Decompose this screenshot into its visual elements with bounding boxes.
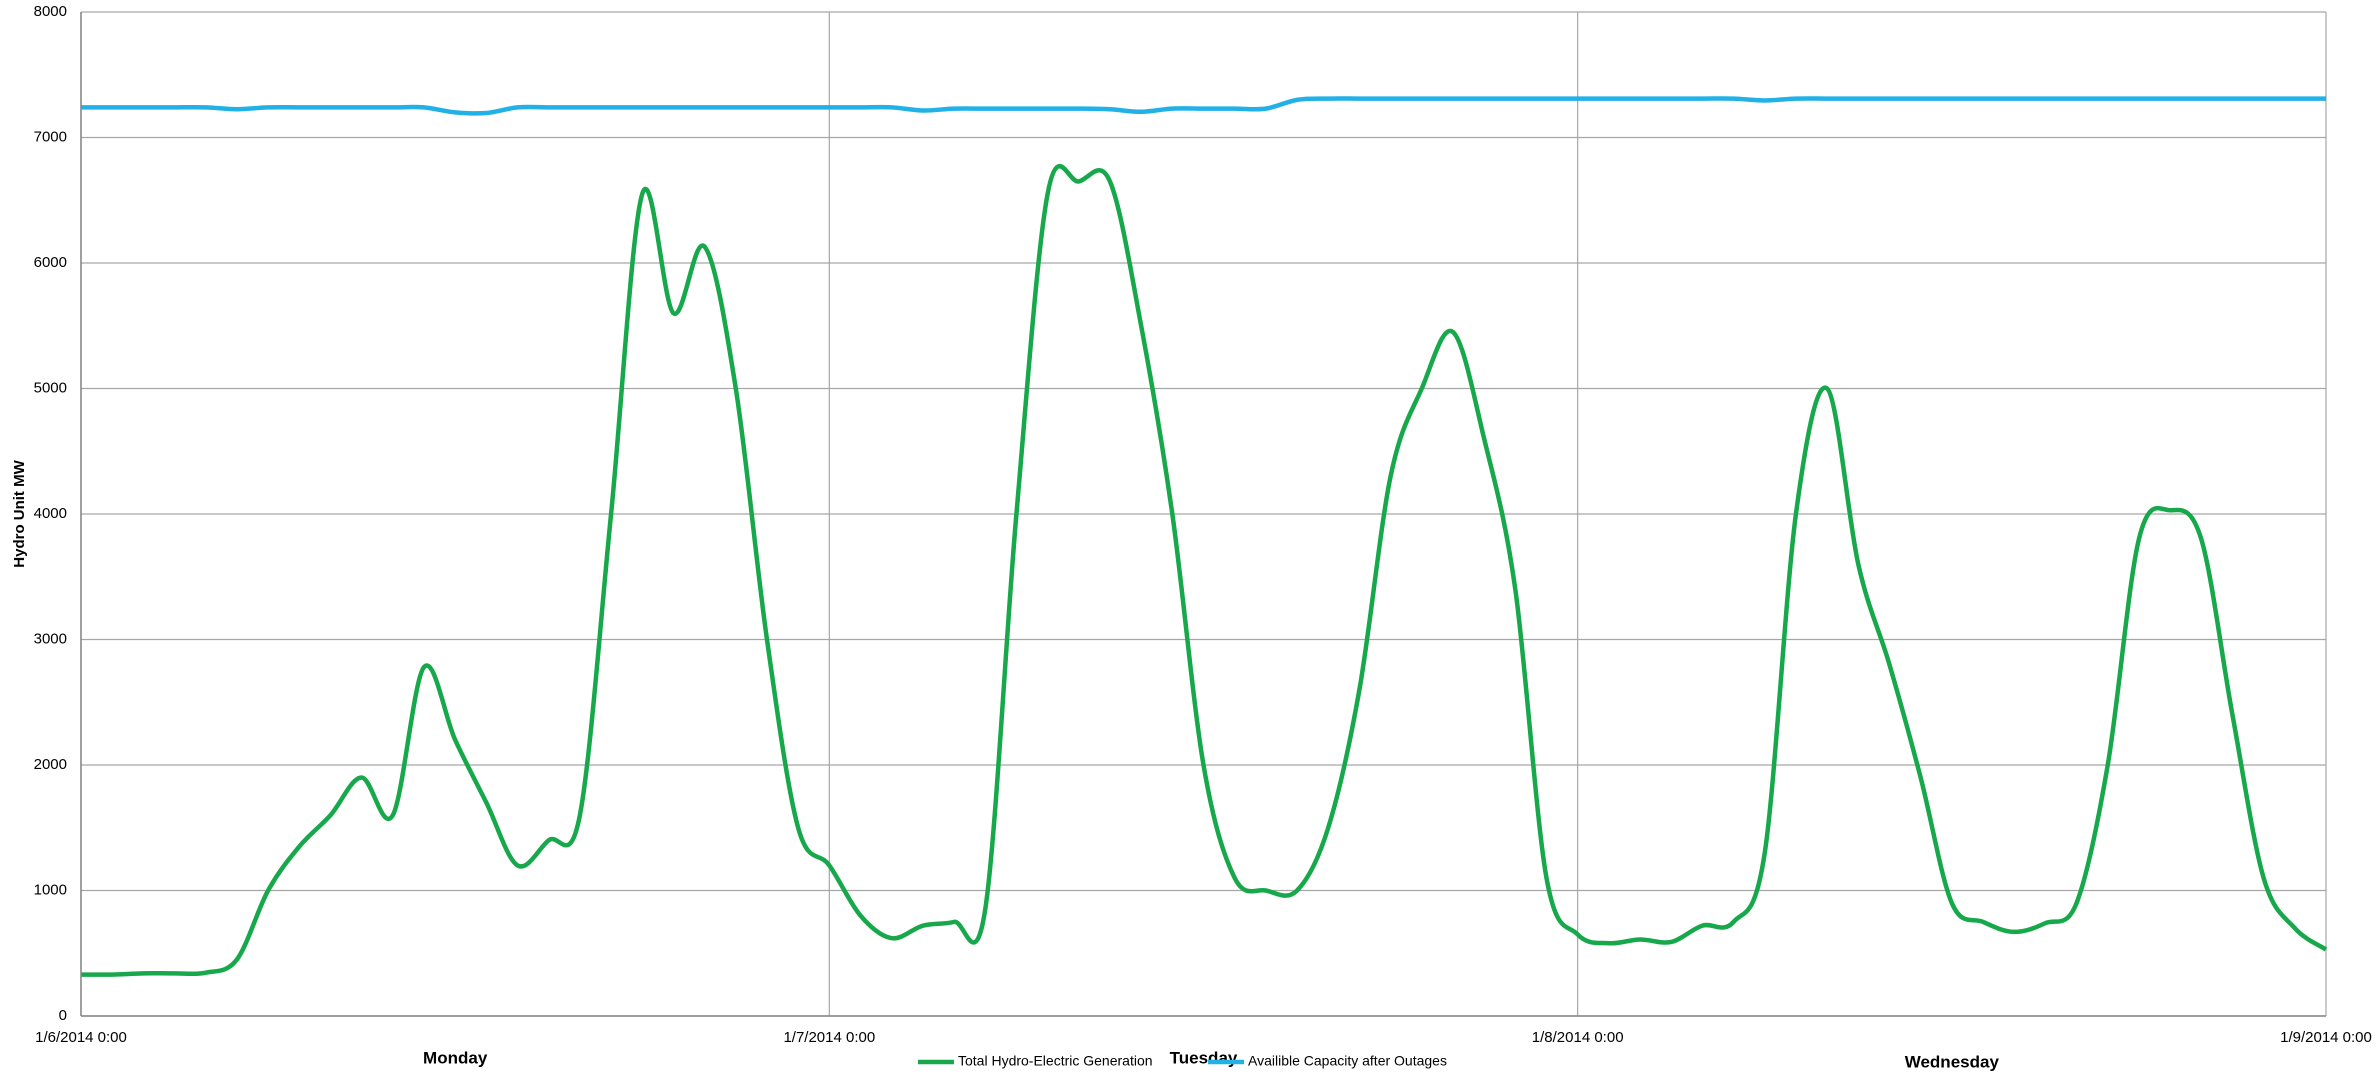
y-tick-label: 7000 (34, 128, 67, 145)
x-tick-label: 1/6/2014 0:00 (35, 1029, 127, 1046)
y-tick-label: 1000 (34, 881, 67, 898)
x-tick-label: 1/8/2014 0:00 (1532, 1029, 1624, 1046)
y-axis-label: Hydro Unit MW (11, 459, 28, 567)
day-label: Tuesday (1170, 1048, 1238, 1067)
y-tick-label: 8000 (34, 3, 67, 20)
legend-label: Total Hydro-Electric Generation (958, 1053, 1153, 1069)
y-tick-label: 3000 (34, 630, 67, 647)
x-tick-label: 1/7/2014 0:00 (783, 1029, 875, 1046)
x-tick-label: 1/9/2014 0:00 (2280, 1029, 2372, 1046)
y-tick-label: 5000 (34, 379, 67, 396)
y-tick-label: 6000 (34, 254, 67, 271)
series-line (80, 163, 2328, 977)
y-tick-label: 0 (59, 1007, 67, 1024)
y-tick-label: 2000 (34, 756, 67, 773)
day-label: Wednesday (1905, 1052, 2000, 1071)
legend-label: Availible Capacity after Outages (1248, 1053, 1447, 1069)
y-tick-label: 4000 (34, 505, 67, 522)
day-label: Monday (423, 1048, 488, 1067)
series-line (81, 96, 2326, 116)
